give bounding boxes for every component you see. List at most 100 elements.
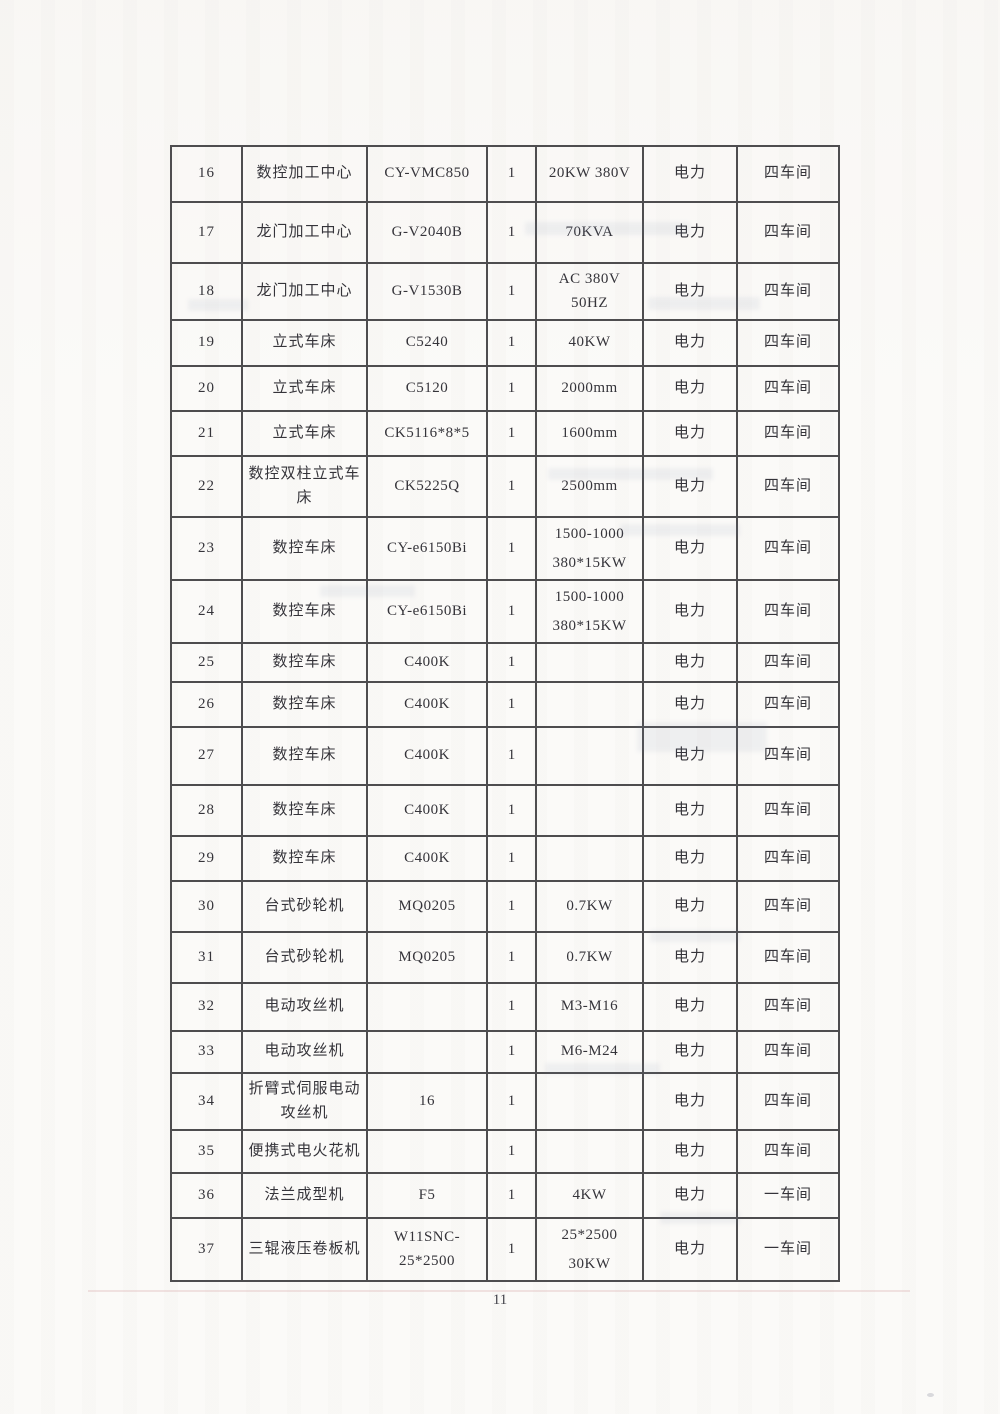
table-row: 30 台式砂轮机 MQ0205 1 0.7KW 电力 四车间 [170, 880, 840, 933]
cell-spec [535, 1129, 644, 1174]
cell-quantity: 1 [486, 982, 537, 1032]
cell-model: CY-e6150Bi [366, 579, 488, 644]
cell-quantity: 1 [486, 410, 537, 457]
cell-workshop: 四车间 [736, 145, 840, 203]
cell-equipment-name: 数控车床 [241, 516, 368, 581]
table-row: 27 数控车床 C400K 1 电力 四车间 [170, 726, 840, 786]
table-row: 26 数控车床 C400K 1 电力 四车间 [170, 681, 840, 728]
cell-serial-number: 33 [170, 1030, 243, 1074]
cell-serial-number: 27 [170, 726, 243, 786]
cell-equipment-name: 数控车床 [241, 579, 368, 644]
cell-model: C5120 [366, 365, 488, 412]
cell-workshop: 四车间 [736, 579, 840, 644]
cell-model [366, 982, 488, 1032]
table-row: 31 台式砂轮机 MQ0205 1 0.7KW 电力 四车间 [170, 931, 840, 984]
table-row: 24 数控车床 CY-e6150Bi 1 1500-1000 380*15KW 电… [170, 579, 840, 644]
footer-rule [88, 1290, 910, 1292]
cell-spec [535, 835, 644, 882]
table-row: 23 数控车床 CY-e6150Bi 1 1500-1000 380*15KW 电… [170, 516, 840, 581]
cell-quantity: 1 [486, 1072, 537, 1131]
cell-power-source: 电力 [642, 145, 738, 203]
cell-power-source: 电力 [642, 642, 738, 683]
cell-spec: 4KW [535, 1172, 644, 1219]
cell-serial-number: 19 [170, 319, 243, 367]
cell-spec: 25*2500 30KW [535, 1217, 644, 1282]
cell-workshop: 四车间 [736, 726, 840, 786]
cell-equipment-name: 三辊液压卷板机 [241, 1217, 368, 1282]
cell-equipment-name: 数控双柱立式车床 [241, 455, 368, 518]
cell-model: C5240 [366, 319, 488, 367]
cell-serial-number: 37 [170, 1217, 243, 1282]
cell-model: 16 [366, 1072, 488, 1131]
table-row: 28 数控车床 C400K 1 电力 四车间 [170, 784, 840, 837]
cell-model: CK5116*8*5 [366, 410, 488, 457]
cell-equipment-name: 数控车床 [241, 681, 368, 728]
cell-spec: 1500-1000 380*15KW [535, 516, 644, 581]
cell-power-source: 电力 [642, 880, 738, 933]
cell-power-source: 电力 [642, 1172, 738, 1219]
cell-power-source: 电力 [642, 1129, 738, 1174]
cell-quantity: 1 [486, 579, 537, 644]
cell-quantity: 1 [486, 455, 537, 518]
cell-spec: 2000mm [535, 365, 644, 412]
cell-equipment-name: 台式砂轮机 [241, 880, 368, 933]
cell-equipment-name: 数控车床 [241, 726, 368, 786]
cell-power-source: 电力 [642, 982, 738, 1032]
cell-quantity: 1 [486, 201, 537, 264]
cell-spec [535, 681, 644, 728]
cell-power-source: 电力 [642, 784, 738, 837]
page-number: 11 [492, 1292, 508, 1308]
cell-equipment-name: 立式车床 [241, 365, 368, 412]
cell-serial-number: 21 [170, 410, 243, 457]
cell-quantity: 1 [486, 726, 537, 786]
cell-model: C400K [366, 726, 488, 786]
cell-equipment-name: 数控车床 [241, 784, 368, 837]
cell-equipment-name: 数控加工中心 [241, 145, 368, 203]
cell-power-source: 电力 [642, 726, 738, 786]
cell-serial-number: 25 [170, 642, 243, 683]
cell-power-source: 电力 [642, 681, 738, 728]
cell-workshop: 四车间 [736, 1129, 840, 1174]
cell-spec: 1500-1000 380*15KW [535, 579, 644, 644]
cell-power-source: 电力 [642, 1030, 738, 1074]
table-row: 34 折臂式伺服电动攻丝机 16 1 电力 四车间 [170, 1072, 840, 1131]
table-row: 20 立式车床 C5120 1 2000mm 电力 四车间 [170, 365, 840, 412]
cell-equipment-name: 立式车床 [241, 319, 368, 367]
cell-model: MQ0205 [366, 931, 488, 984]
cell-workshop: 一车间 [736, 1172, 840, 1219]
cell-quantity: 1 [486, 642, 537, 683]
cell-serial-number: 34 [170, 1072, 243, 1131]
cell-power-source: 电力 [642, 516, 738, 581]
cell-spec [535, 726, 644, 786]
cell-power-source: 电力 [642, 201, 738, 264]
cell-power-source: 电力 [642, 579, 738, 644]
table-row: 36 法兰成型机 F5 1 4KW 电力 一车间 [170, 1172, 840, 1219]
cell-quantity: 1 [486, 1030, 537, 1074]
cell-serial-number: 35 [170, 1129, 243, 1174]
cell-workshop: 四车间 [736, 642, 840, 683]
cell-power-source: 电力 [642, 319, 738, 367]
cell-spec: 0.7KW [535, 880, 644, 933]
cell-spec: 0.7KW [535, 931, 644, 984]
cell-model: C400K [366, 681, 488, 728]
cell-quantity: 1 [486, 681, 537, 728]
cell-quantity: 1 [486, 1217, 537, 1282]
cell-spec: 1600mm [535, 410, 644, 457]
cell-serial-number: 16 [170, 145, 243, 203]
cell-equipment-name: 电动攻丝机 [241, 982, 368, 1032]
cell-model: G-V1530B [366, 262, 488, 321]
cell-spec [535, 784, 644, 837]
cell-spec: M3-M16 [535, 982, 644, 1032]
cell-workshop: 四车间 [736, 262, 840, 321]
cell-workshop: 四车间 [736, 880, 840, 933]
cell-spec: 70KVA [535, 201, 644, 264]
cell-model: C400K [366, 784, 488, 837]
cell-workshop: 四车间 [736, 931, 840, 984]
cell-serial-number: 23 [170, 516, 243, 581]
cell-quantity: 1 [486, 1172, 537, 1219]
table-row: 19 立式车床 C5240 1 40KW 电力 四车间 [170, 319, 840, 367]
cell-workshop: 四车间 [736, 1072, 840, 1131]
cell-model: C400K [366, 642, 488, 683]
cell-quantity: 1 [486, 880, 537, 933]
